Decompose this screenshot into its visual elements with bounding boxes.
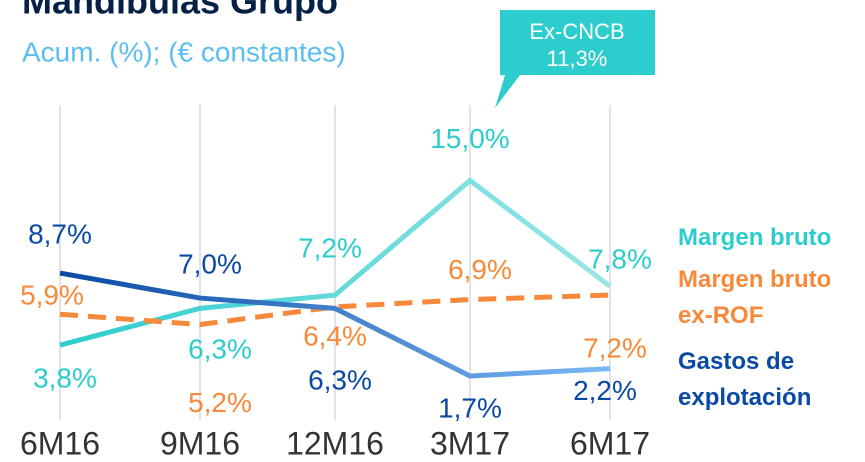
x-tick-label: 12M16 [286,425,384,461]
data-label: 1,7% [438,392,502,423]
data-label: 7,8% [588,244,652,275]
data-label: 2,2% [573,375,637,406]
data-label: 6,9% [448,254,512,285]
chart-subtitle: Acum. (%); (€ constantes) [22,36,346,67]
data-label: 7,0% [178,248,242,279]
data-label: 5,2% [188,387,252,418]
x-tick-label: 9M16 [160,425,240,461]
x-tick-label: 6M16 [20,425,100,461]
data-label: 6,3% [308,365,372,396]
x-tick-label: 6M17 [570,425,650,461]
callout-text: Ex-CNCB [529,19,624,44]
callout-box [495,10,655,108]
data-label: 15,0% [430,123,509,154]
chart-title: Mandíbulas Grupo [22,0,338,22]
legend-entry: Margen bruto [678,224,832,251]
data-label: 8,7% [28,218,92,249]
data-label: 6,3% [188,334,252,365]
series-line [59,292,611,328]
legend-entry: Margen bruto ex-ROF [678,266,832,329]
data-label: 5,9% [20,280,84,311]
data-label: 7,2% [583,333,647,364]
data-label: 7,2% [298,233,362,264]
data-label: 6,4% [303,320,367,351]
legend-entry: Gastos de explotación [678,348,812,411]
series-line [59,270,611,379]
x-tick-label: 3M17 [430,425,510,461]
data-label: 3,8% [33,363,97,394]
callout-text: 11,3% [547,46,608,71]
